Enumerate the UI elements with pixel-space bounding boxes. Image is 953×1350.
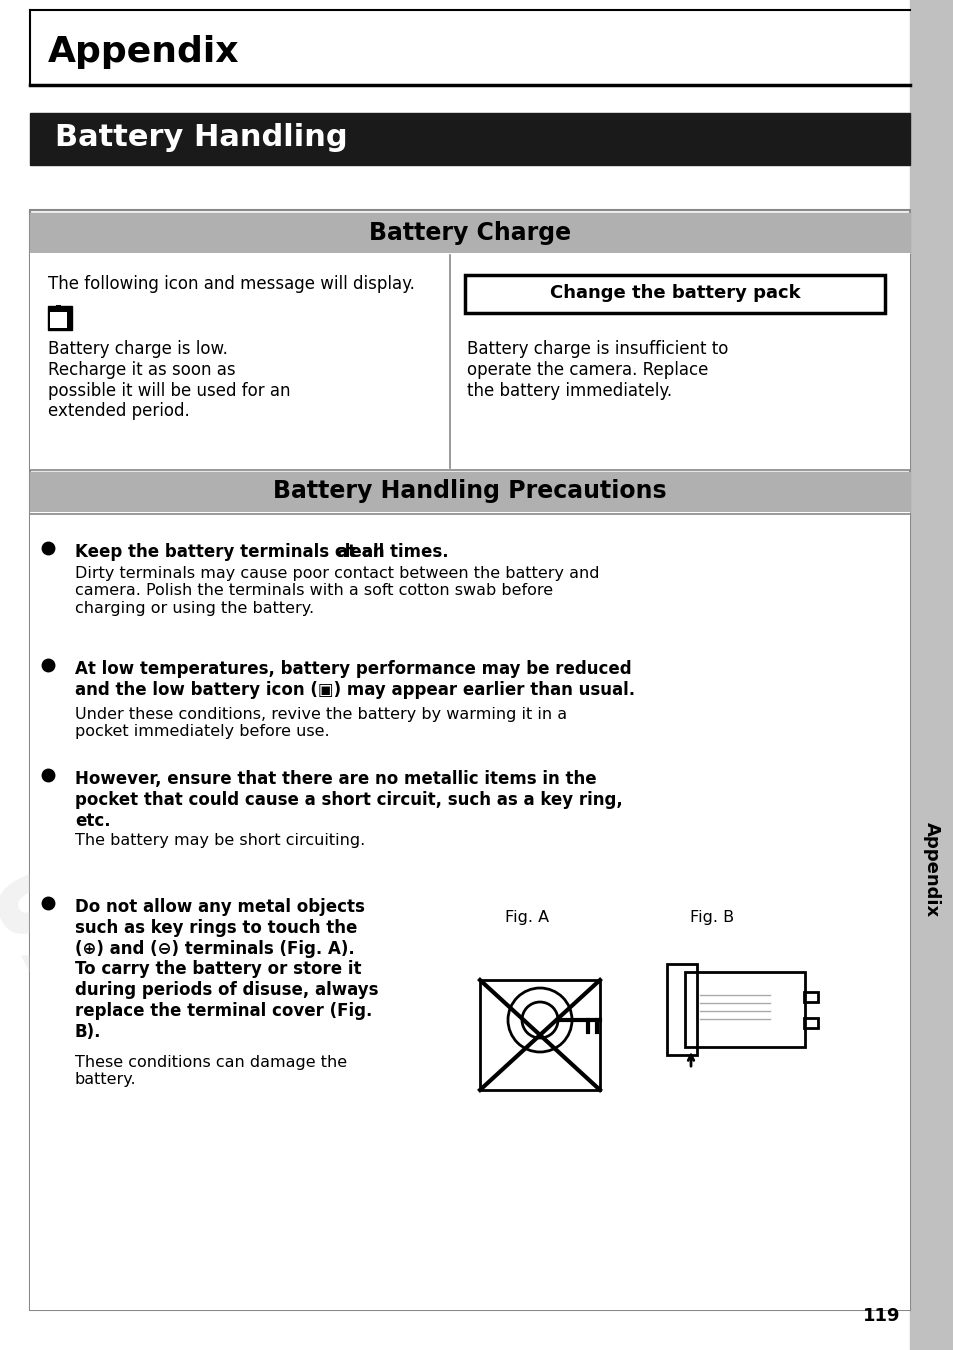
Bar: [30, 472, 909, 512]
Text: Keep the battery terminals clean: Keep the battery terminals clean: [75, 543, 390, 562]
Bar: [909, 0, 953, 1350]
Bar: [803, 1018, 817, 1027]
Text: Battery Handling: Battery Handling: [55, 123, 347, 153]
Text: Change the battery pack: Change the battery pack: [549, 284, 800, 302]
Bar: [48, 306, 71, 329]
Text: Battery charge is low.
Recharge it as soon as
possible it will be used for an
ex: Battery charge is low. Recharge it as so…: [48, 340, 291, 420]
Text: 119: 119: [862, 1307, 899, 1324]
Text: Appendix: Appendix: [923, 822, 940, 918]
Bar: [30, 512, 909, 1310]
Bar: [50, 308, 67, 312]
Bar: [50, 310, 67, 328]
Text: Under these conditions, revive the battery by warming it in a
pocket immediately: Under these conditions, revive the batte…: [75, 707, 566, 740]
Text: Battery Charge: Battery Charge: [369, 221, 571, 244]
Text: Battery Handling Precautions: Battery Handling Precautions: [273, 479, 666, 504]
Text: Fig. A: Fig. A: [504, 910, 549, 925]
Bar: [30, 113, 909, 165]
Text: These conditions can damage the
battery.: These conditions can damage the battery.: [75, 1054, 347, 1087]
Bar: [30, 213, 909, 252]
Text: Appendix: Appendix: [48, 35, 239, 69]
Bar: [30, 211, 909, 1309]
Bar: [464, 275, 884, 313]
Bar: [30, 252, 909, 470]
Text: Fig. B: Fig. B: [689, 910, 734, 925]
Text: At low temperatures, battery performance may be reduced
and the low battery icon: At low temperatures, battery performance…: [75, 660, 635, 699]
Bar: [684, 972, 804, 1048]
Bar: [666, 964, 697, 1054]
Bar: [56, 305, 61, 308]
Text: Do not allow any metal objects
such as key rings to touch the
(⊕) and (⊖) termin: Do not allow any metal objects such as k…: [75, 898, 378, 1041]
Text: at all times.: at all times.: [336, 543, 448, 562]
Text: SAMSUNG: SAMSUNG: [0, 560, 661, 1000]
Text: Battery charge is insufficient to
operate the camera. Replace
the battery immedi: Battery charge is insufficient to operat…: [467, 340, 727, 400]
Bar: [479, 980, 599, 1089]
Bar: [803, 992, 817, 1002]
Text: The following icon and message will display.: The following icon and message will disp…: [48, 275, 415, 293]
Text: However, ensure that there are no metallic items in the
pocket that could cause : However, ensure that there are no metall…: [75, 769, 622, 830]
Text: The battery may be short circuiting.: The battery may be short circuiting.: [75, 833, 365, 848]
Text: Dirty terminals may cause poor contact between the battery and
camera. Polish th: Dirty terminals may cause poor contact b…: [75, 566, 598, 616]
